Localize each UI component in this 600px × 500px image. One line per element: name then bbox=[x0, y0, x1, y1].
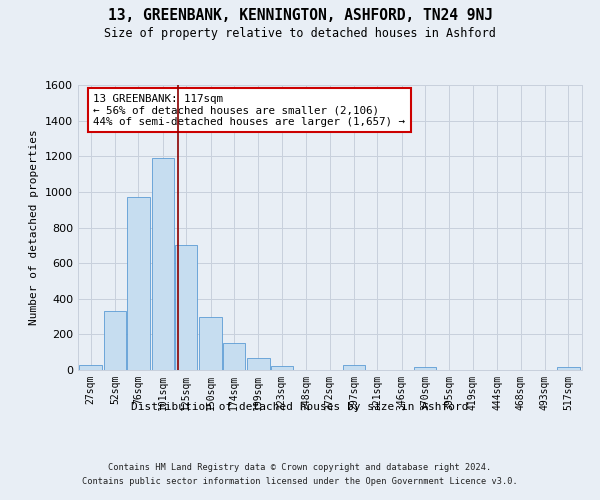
Bar bbox=[343, 364, 365, 370]
Y-axis label: Number of detached properties: Number of detached properties bbox=[29, 130, 40, 326]
Bar bbox=[127, 197, 149, 370]
Text: Distribution of detached houses by size in Ashford: Distribution of detached houses by size … bbox=[131, 402, 469, 412]
Bar bbox=[271, 366, 293, 370]
Text: Size of property relative to detached houses in Ashford: Size of property relative to detached ho… bbox=[104, 28, 496, 40]
Bar bbox=[557, 368, 580, 370]
Bar bbox=[414, 368, 436, 370]
Text: 13, GREENBANK, KENNINGTON, ASHFORD, TN24 9NJ: 13, GREENBANK, KENNINGTON, ASHFORD, TN24… bbox=[107, 8, 493, 22]
Text: 13 GREENBANK: 117sqm
← 56% of detached houses are smaller (2,106)
44% of semi-de: 13 GREENBANK: 117sqm ← 56% of detached h… bbox=[93, 94, 405, 126]
Text: Contains public sector information licensed under the Open Government Licence v3: Contains public sector information licen… bbox=[82, 478, 518, 486]
Bar bbox=[104, 311, 126, 370]
Bar bbox=[152, 158, 174, 370]
Bar bbox=[199, 316, 222, 370]
Bar bbox=[79, 364, 102, 370]
Bar bbox=[223, 344, 245, 370]
Text: Contains HM Land Registry data © Crown copyright and database right 2024.: Contains HM Land Registry data © Crown c… bbox=[109, 462, 491, 471]
Bar bbox=[175, 246, 197, 370]
Bar bbox=[247, 358, 269, 370]
